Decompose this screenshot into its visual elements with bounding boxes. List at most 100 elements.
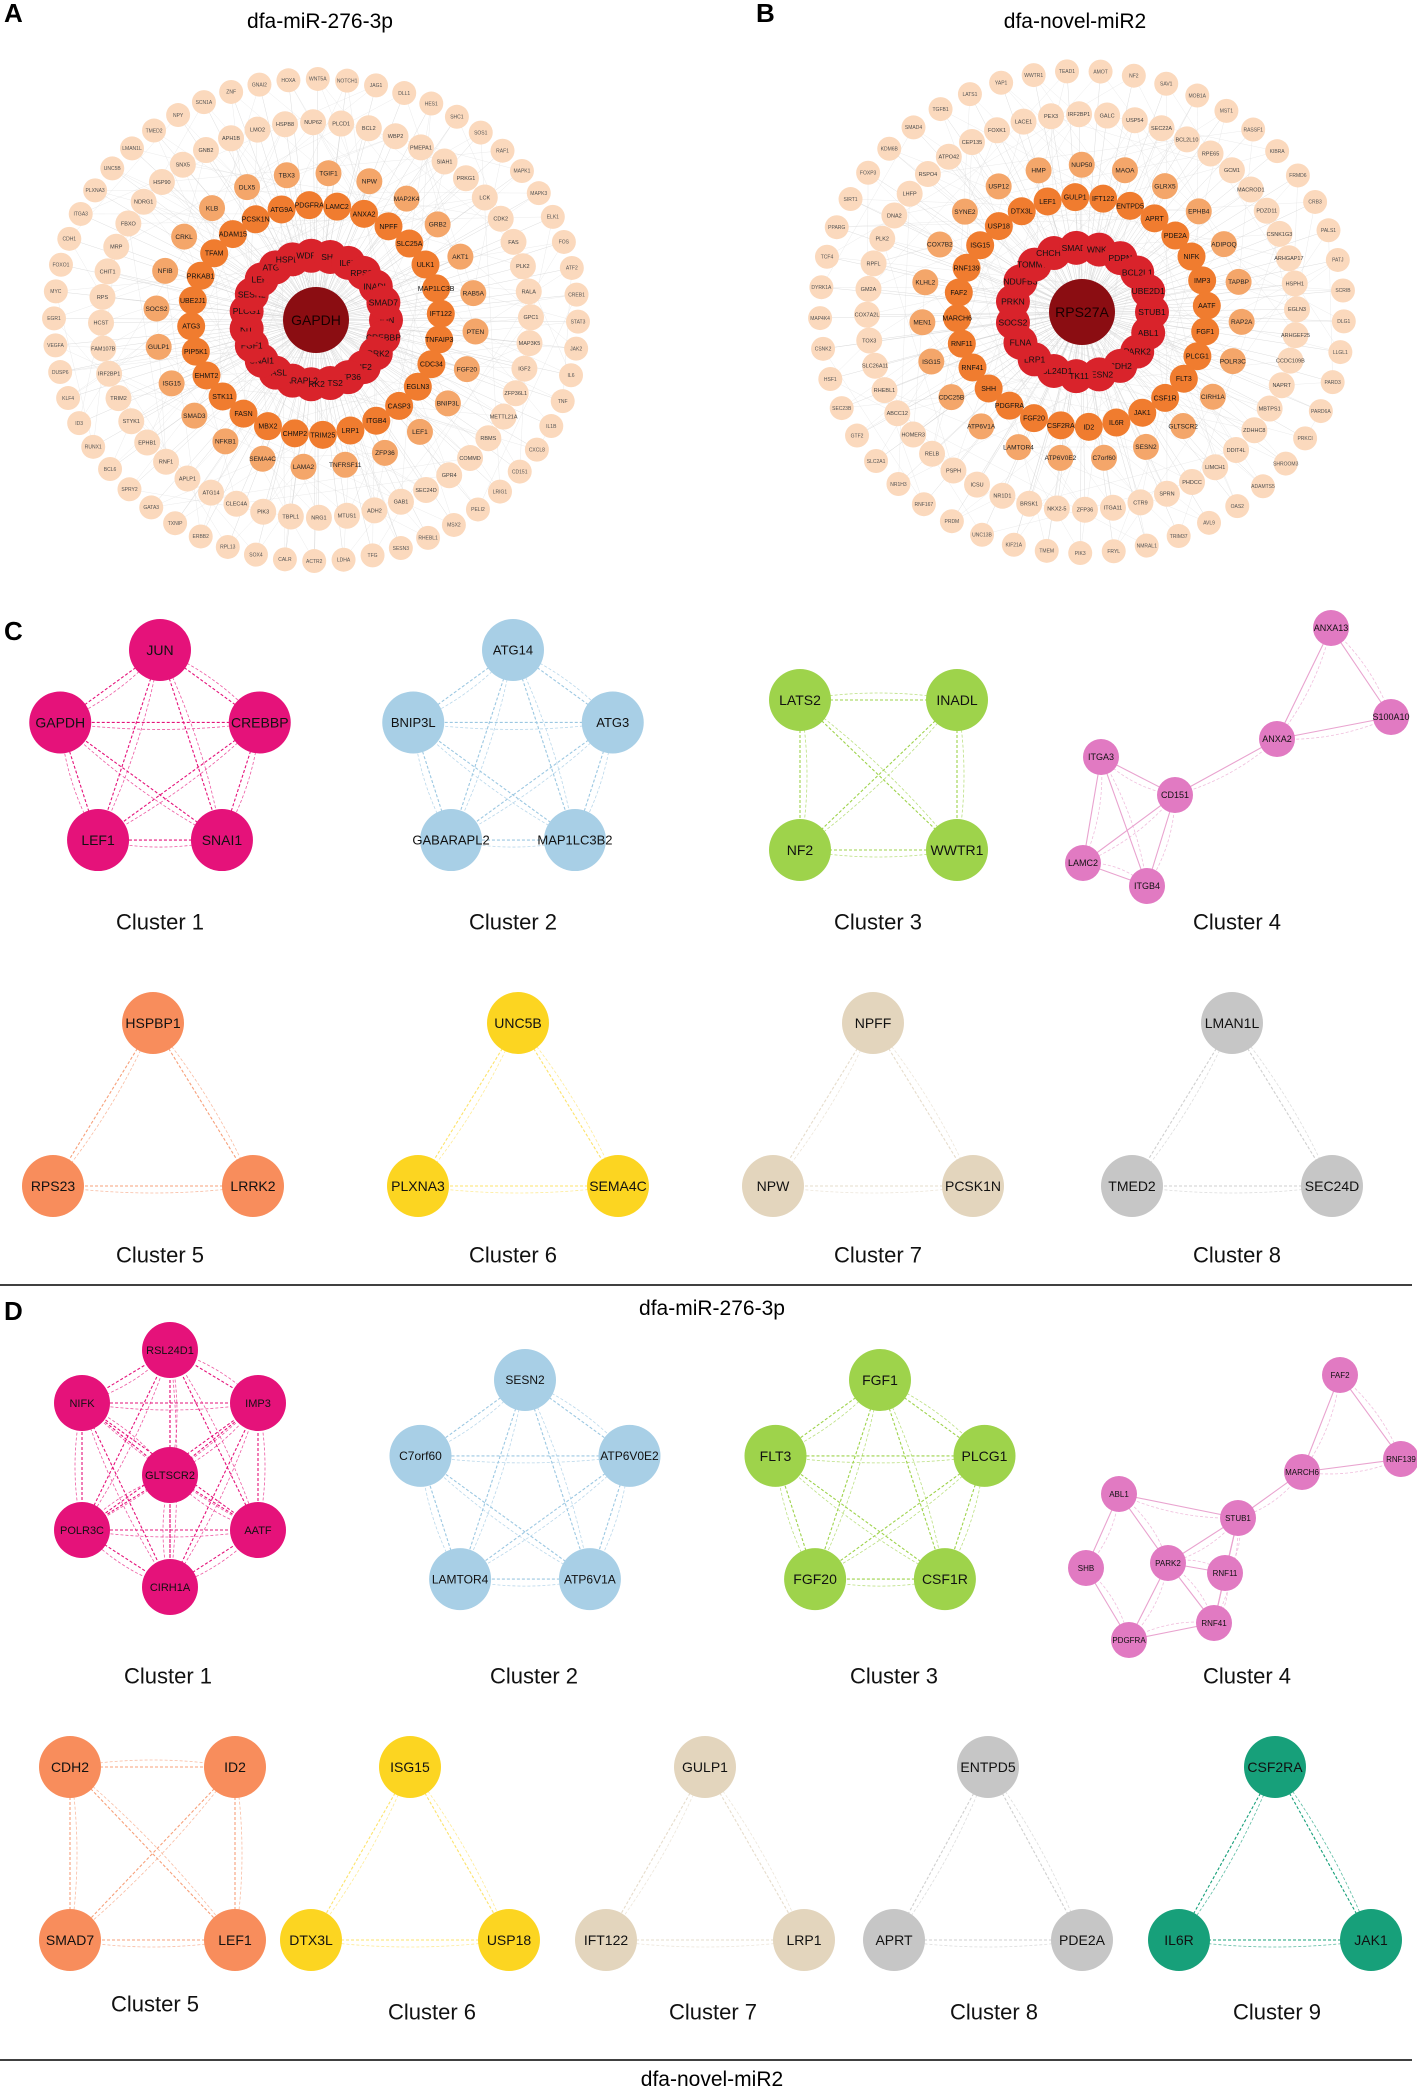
cluster-node-label: PLXNA3 (391, 1178, 445, 1194)
gene-node: RPL13 (215, 534, 240, 559)
network-edge (315, 319, 471, 459)
gene-node: SEMA4C (249, 445, 276, 472)
gene-node: CTR9 (1127, 489, 1154, 516)
gene-node-label: TGFB1 (933, 107, 949, 113)
gene-node: GM2A (855, 275, 882, 302)
gene-node: NDRG1 (130, 188, 157, 215)
gene-node-circle (943, 304, 972, 333)
gene-node-circle (198, 479, 225, 506)
gene-node-label: WWTR1 (1024, 73, 1043, 79)
gene-node-label: RSPO4 (919, 172, 938, 178)
network-edge (996, 130, 1048, 202)
cluster-node: POLR3C (54, 1502, 110, 1558)
gene-node-label: ZNF (226, 90, 236, 96)
gene-node-circle (290, 453, 317, 480)
gene-node-circle (219, 79, 244, 104)
gene-node: GLRX5 (1151, 173, 1178, 200)
gene-node: SHC1 (444, 104, 469, 129)
gene-node-circle (457, 444, 484, 471)
gene-node-circle (984, 212, 1013, 241)
gene-node-label: PDE2A (1164, 233, 1187, 240)
gene-node-label: NUP62 (304, 120, 322, 126)
network-edge (143, 201, 563, 402)
cluster-label: Cluster 8 (950, 2000, 1038, 2025)
gene-node-circle (539, 414, 564, 439)
gene-node-circle (487, 205, 514, 232)
cluster-node-circle (674, 1736, 736, 1798)
gene-node-label: AVL9 (1203, 521, 1215, 527)
gene-node-label: HOMER3 (901, 432, 925, 438)
gene-node-circle (968, 413, 995, 440)
cluster-edge (772, 1022, 874, 1187)
cluster-node-circle (926, 669, 988, 731)
gene-node-circle (509, 253, 536, 280)
cluster-node: JAK1 (1340, 1909, 1402, 1971)
gene-node-circle (1253, 197, 1280, 224)
gene-node-label: SESN2 (1085, 369, 1113, 379)
gene-node-label: IMP3 (1194, 278, 1210, 285)
gene-node-label: CXCL8 (529, 447, 545, 453)
cluster-node-label: RNF11 (1213, 1569, 1238, 1578)
network-edge (1202, 280, 1343, 291)
network-edge (284, 124, 317, 321)
network-edge (868, 245, 981, 289)
gene-node: NRG1 (305, 504, 332, 531)
gene-node-circle (1210, 231, 1237, 258)
gene-node: IFT122 (1089, 184, 1118, 213)
gene-node-label: GLRX5 (1154, 183, 1176, 190)
cluster-label: Cluster 7 (834, 1243, 922, 1268)
gene-node-circle (502, 380, 529, 407)
network-edge (288, 80, 365, 214)
cluster-node-label: SEC24D (1305, 1178, 1359, 1194)
gene-node-label: TEAD1 (1059, 69, 1075, 75)
gene-node-circle (302, 549, 327, 574)
gene-node-label: NOTCH1 (337, 78, 358, 84)
gene-node-label: RNF1 (159, 460, 173, 466)
gene-node-circle (100, 156, 125, 181)
gene-node-label: CDC34 (420, 362, 443, 369)
gene-node-label: ULK1 (417, 262, 435, 269)
gene-node-label: FOXP3 (860, 171, 877, 177)
gene-node-label: CREB1 (568, 292, 585, 298)
gene-node-label: FASN (234, 411, 252, 418)
gene-node-label: SLC26A11 (862, 364, 888, 370)
gene-node-label: ELK1 (547, 215, 559, 221)
cluster-node: WWTR1 (926, 819, 988, 881)
cluster-node: DTX3L (280, 1909, 342, 1971)
gene-node: JAK1 (1128, 398, 1157, 427)
gene-node-label: SOCS2 (999, 318, 1028, 328)
gene-node-circle (229, 399, 258, 428)
gene-node-label: PDGFRA (995, 403, 1025, 410)
gene-node-circle (1066, 101, 1093, 128)
gene-node-circle (1153, 480, 1180, 507)
gene-node-circle (1308, 399, 1333, 424)
gene-node-circle (118, 408, 145, 435)
network-edge (175, 267, 572, 524)
network-edge (884, 390, 1210, 523)
cluster-node-circle (543, 809, 606, 872)
gene-node: CDK2 (487, 205, 514, 232)
gene-node-circle (1054, 59, 1079, 84)
gene-node-circle (1046, 411, 1075, 440)
gene-node-circle (361, 497, 388, 524)
cluster-edge (524, 1379, 591, 1580)
gene-node-label: NDUFB3 (1003, 276, 1037, 286)
gene-node-circle (490, 403, 517, 430)
gene-node-label: IFT122 (1092, 196, 1114, 203)
gene-node: MARCH6 (942, 304, 972, 333)
cluster-node-label: ATP6V1A (564, 1572, 616, 1586)
gene-node-circle (419, 91, 444, 116)
gene-node-circle (1173, 126, 1200, 153)
network-edge (909, 193, 1083, 313)
gene-node-circle (385, 391, 414, 420)
cluster: NPFF PCSK1N NPW Cluster 7 (742, 992, 1004, 1268)
gene-node: SEC22A (1148, 115, 1175, 142)
gene-node-label: KIT (240, 324, 253, 334)
gene-node: HSP90 (148, 169, 175, 196)
gene-node-circle (174, 465, 201, 492)
gene-node-circle (1219, 348, 1246, 375)
cluster-node: LAMTOR4 (429, 1548, 492, 1611)
gene-node-label: ATG9A (270, 207, 293, 214)
